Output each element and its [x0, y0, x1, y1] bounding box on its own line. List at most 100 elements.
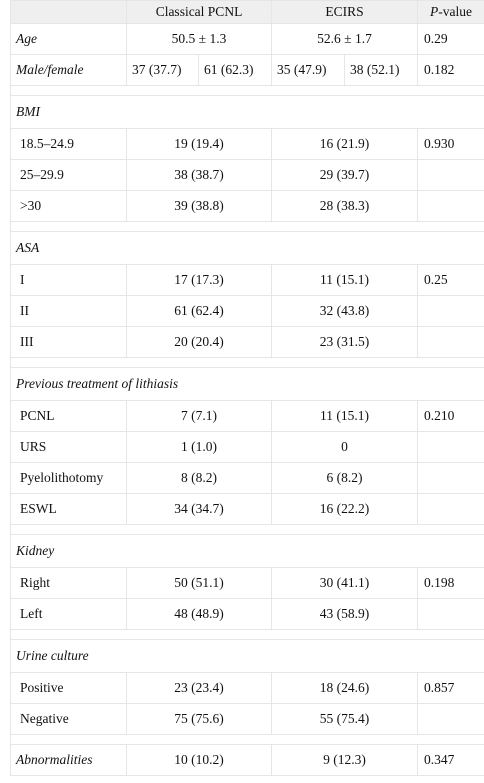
table-row: Right 50 (51.1) 30 (41.1) 0.198 [10, 567, 484, 599]
spacer-cell [9, 221, 484, 232]
spacer-cell [9, 629, 484, 640]
ecirs-value: 55 (75.4) [270, 703, 419, 735]
p-value: 0.930 [417, 128, 484, 160]
table-row: Negative 75 (75.6) 55 (75.4) [10, 703, 484, 735]
row-label: Pyelolithotomy [10, 462, 127, 494]
spacer-row [9, 524, 484, 535]
bmi-section-label: BMI [9, 95, 484, 129]
pcnl-value: 39 (38.8) [126, 190, 272, 222]
previous-treatment-section-row: Previous treatment of lithiasis [9, 367, 484, 401]
spacer-row [9, 85, 484, 96]
header-p-value: P-value [417, 0, 484, 24]
sex-pcnl-female: 61 (62.3) [198, 54, 272, 86]
spacer-row [9, 221, 484, 232]
pcnl-value: 48 (48.9) [126, 598, 272, 630]
row-label: 25–29.9 [10, 159, 127, 191]
table-row: Left 48 (48.9) 43 (58.9) [10, 598, 484, 630]
sex-ecirs-female: 38 (52.1) [343, 54, 419, 86]
comparison-table: Classical PCNL ECIRS P-value Age 50.5 ± … [9, 0, 484, 776]
pcnl-value: 20 (20.4) [126, 326, 272, 358]
spacer-row [9, 357, 484, 368]
urine-culture-section-row: Urine culture [9, 639, 484, 673]
header-row: Classical PCNL ECIRS P-value [10, 0, 484, 24]
p-value: 0.857 [417, 672, 484, 704]
row-label: PCNL [10, 400, 127, 432]
table-row: >30 39 (38.8) 28 (38.3) [10, 190, 484, 222]
spacer-row [9, 734, 484, 745]
header-empty-cell [10, 0, 127, 24]
p-value-suffix: -value [438, 4, 472, 19]
ecirs-value: 11 (15.1) [270, 400, 419, 432]
pcnl-value: 19 (19.4) [126, 128, 272, 160]
table-row: Pyelolithotomy 8 (8.2) 6 (8.2) [10, 462, 484, 494]
row-label: I [10, 264, 127, 296]
spacer-cell [9, 85, 484, 96]
header-classical-pcnl: Classical PCNL [126, 0, 272, 24]
pcnl-value: 23 (23.4) [126, 672, 272, 704]
pcnl-value: 34 (34.7) [126, 493, 272, 525]
p-value [417, 190, 484, 222]
row-label: URS [10, 431, 127, 463]
table-row: 18.5–24.9 19 (19.4) 16 (21.9) 0.930 [10, 128, 484, 160]
row-label: Right [10, 567, 127, 599]
ecirs-value: 23 (31.5) [270, 326, 419, 358]
p-value: 0.198 [417, 567, 484, 599]
row-label: 18.5–24.9 [10, 128, 127, 160]
table-row: URS 1 (1.0) 0 [10, 431, 484, 463]
p-value [417, 703, 484, 735]
pcnl-value: 8 (8.2) [126, 462, 272, 494]
table-row: I 17 (17.3) 11 (15.1) 0.25 [10, 264, 484, 296]
ecirs-value: 18 (24.6) [270, 672, 419, 704]
table-row: PCNL 7 (7.1) 11 (15.1) 0.210 [10, 400, 484, 432]
row-label: III [10, 326, 127, 358]
asa-section-label: ASA [9, 231, 484, 265]
abnormalities-label: Abnormalities [10, 744, 127, 776]
kidney-section-row: Kidney [9, 534, 484, 568]
ecirs-value: 43 (58.9) [270, 598, 419, 630]
ecirs-value: 32 (43.8) [270, 295, 419, 327]
urine-culture-section-label: Urine culture [9, 639, 484, 673]
pcnl-value: 38 (38.7) [126, 159, 272, 191]
p-value [417, 462, 484, 494]
pcnl-value: 7 (7.1) [126, 400, 272, 432]
previous-treatment-section-label: Previous treatment of lithiasis [9, 367, 484, 401]
abnormalities-row: Abnormalities 10 (10.2) 9 (12.3) 0.347 [10, 744, 484, 776]
age-label: Age [10, 23, 127, 55]
row-label: Left [10, 598, 127, 630]
ecirs-value: 16 (22.2) [270, 493, 419, 525]
p-value [417, 326, 484, 358]
row-label: Negative [10, 703, 127, 735]
spacer-cell [9, 357, 484, 368]
bmi-section-row: BMI [9, 95, 484, 129]
row-label: >30 [10, 190, 127, 222]
kidney-section-label: Kidney [9, 534, 484, 568]
asa-section-row: ASA [9, 231, 484, 265]
pcnl-value: 17 (17.3) [126, 264, 272, 296]
p-value [417, 493, 484, 525]
sex-label: Male/female [10, 54, 127, 86]
table-row: 25–29.9 38 (38.7) 29 (39.7) [10, 159, 484, 191]
age-p-value: 0.29 [417, 23, 484, 55]
age-ecirs: 52.6 ± 1.7 [270, 23, 419, 55]
abnormalities-pcnl: 10 (10.2) [126, 744, 272, 776]
ecirs-value: 30 (41.1) [270, 567, 419, 599]
sex-ecirs-male: 35 (47.9) [271, 54, 345, 86]
spacer-cell [9, 734, 484, 745]
row-label: Positive [10, 672, 127, 704]
abnormalities-p-value: 0.347 [417, 744, 484, 776]
abnormalities-ecirs: 9 (12.3) [270, 744, 419, 776]
ecirs-value: 29 (39.7) [270, 159, 419, 191]
ecirs-value: 11 (15.1) [270, 264, 419, 296]
table-row: II 61 (62.4) 32 (43.8) [10, 295, 484, 327]
pcnl-value: 61 (62.4) [126, 295, 272, 327]
age-pcnl: 50.5 ± 1.3 [126, 23, 272, 55]
header-ecirs: ECIRS [270, 0, 419, 24]
sex-row: Male/female 37 (37.7) 61 (62.3) 35 (47.9… [10, 54, 484, 86]
spacer-row [9, 629, 484, 640]
p-value: 0.210 [417, 400, 484, 432]
pcnl-value: 1 (1.0) [126, 431, 272, 463]
table-row: Positive 23 (23.4) 18 (24.6) 0.857 [10, 672, 484, 704]
table-row: III 20 (20.4) 23 (31.5) [10, 326, 484, 358]
row-label: II [10, 295, 127, 327]
ecirs-value: 6 (8.2) [270, 462, 419, 494]
